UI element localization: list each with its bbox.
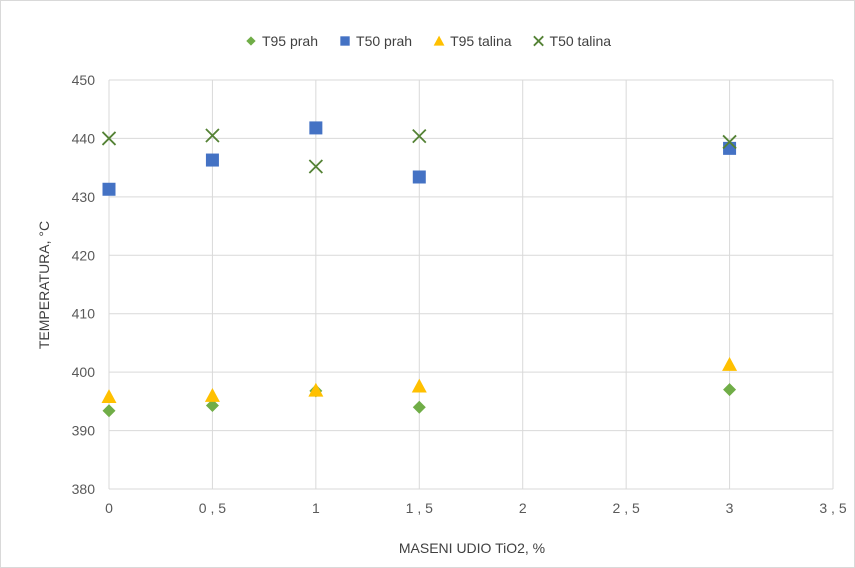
data-point [205, 128, 220, 143]
data-point [412, 128, 427, 144]
data-point [308, 382, 324, 397]
y-axis-title: TEMPERATURA, °C [36, 221, 52, 349]
y-tick-label: 430 [72, 189, 96, 205]
legend-marker [246, 36, 256, 46]
legend: T95 prah T50 prah T95 talina T50 talina [246, 33, 611, 49]
data-point [309, 121, 323, 135]
x-tick-label: 0 [105, 500, 113, 516]
legend-marker [533, 35, 544, 47]
data-point [102, 182, 116, 196]
data-point [102, 404, 116, 418]
data-point [723, 141, 737, 155]
x-tick-label: 2 [519, 500, 527, 516]
legend-marker [433, 35, 445, 46]
data-point [722, 134, 737, 150]
data-point [205, 398, 219, 412]
x-tick-label: 3 [726, 500, 734, 516]
data-point [205, 153, 219, 167]
data-point [101, 389, 117, 404]
tick-labels: 380 390 400 410 420 430 440 450 0 0 , 5 1 1 , 5 2 2 ,… [72, 72, 847, 516]
legend-label: T95 prah [262, 33, 318, 49]
y-tick-label: 410 [72, 306, 96, 322]
x-tick-label: 0 , 5 [199, 500, 226, 516]
x-tick-label: 1 , 5 [406, 500, 433, 516]
y-tick-label: 380 [72, 481, 96, 497]
data-points [101, 121, 738, 418]
data-point [412, 400, 426, 414]
x-axis-title: MASENI UDIO TiO2, % [399, 540, 545, 556]
legend-label: T95 talina [450, 33, 512, 49]
data-point [101, 131, 117, 146]
y-tick-label: 440 [72, 130, 96, 146]
y-tick-label: 400 [72, 364, 96, 380]
y-tick-label: 390 [72, 423, 96, 439]
data-point [412, 170, 426, 184]
gridlines [108, 79, 834, 490]
y-tick-label: 420 [72, 247, 96, 263]
data-point [308, 159, 323, 174]
data-point [723, 383, 737, 397]
legend-label: T50 talina [550, 33, 612, 49]
data-point [722, 357, 738, 371]
y-tick-label: 450 [72, 72, 96, 88]
x-tick-label: 3 , 5 [819, 500, 846, 516]
x-tick-label: 2 , 5 [613, 500, 640, 516]
legend-label: T50 prah [356, 33, 412, 49]
data-point [204, 388, 220, 402]
x-tick-label: 1 [312, 500, 320, 516]
data-point [411, 378, 427, 393]
legend-marker [340, 36, 350, 46]
